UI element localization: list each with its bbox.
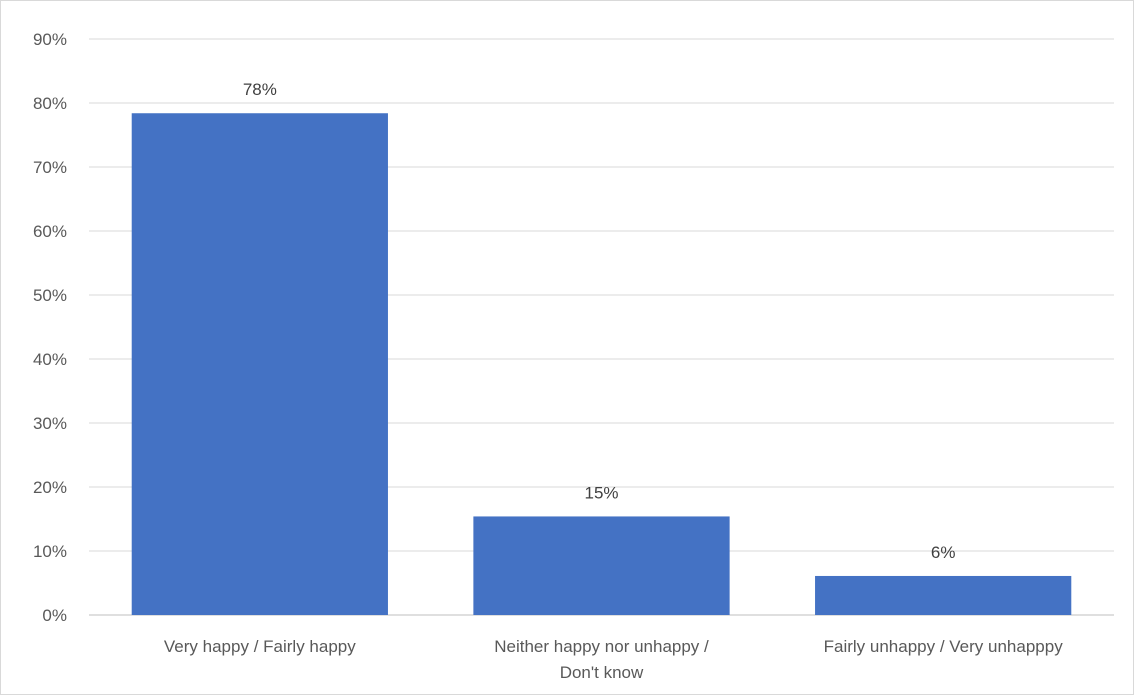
y-tick-label: 10% bbox=[33, 542, 67, 561]
bar bbox=[815, 575, 1072, 615]
y-tick-label: 40% bbox=[33, 350, 67, 369]
y-tick-label: 0% bbox=[42, 606, 67, 625]
x-tick-label: Neither happy nor unhappy / bbox=[494, 637, 709, 656]
x-tick-label: Fairly unhappy / Very unhapppy bbox=[824, 637, 1064, 656]
bar bbox=[131, 113, 388, 616]
y-tick-label: 50% bbox=[33, 286, 67, 305]
x-tick-label: Don't know bbox=[560, 663, 644, 682]
data-label: 6% bbox=[931, 543, 956, 562]
data-label: 15% bbox=[584, 483, 618, 502]
y-tick-label: 20% bbox=[33, 478, 67, 497]
bar bbox=[473, 516, 730, 615]
y-tick-label: 80% bbox=[33, 94, 67, 113]
data-label: 78% bbox=[243, 80, 277, 99]
y-tick-label: 30% bbox=[33, 414, 67, 433]
y-tick-label: 60% bbox=[33, 222, 67, 241]
y-tick-label: 90% bbox=[33, 30, 67, 49]
y-tick-label: 70% bbox=[33, 158, 67, 177]
x-tick-label: Very happy / Fairly happy bbox=[164, 637, 356, 656]
